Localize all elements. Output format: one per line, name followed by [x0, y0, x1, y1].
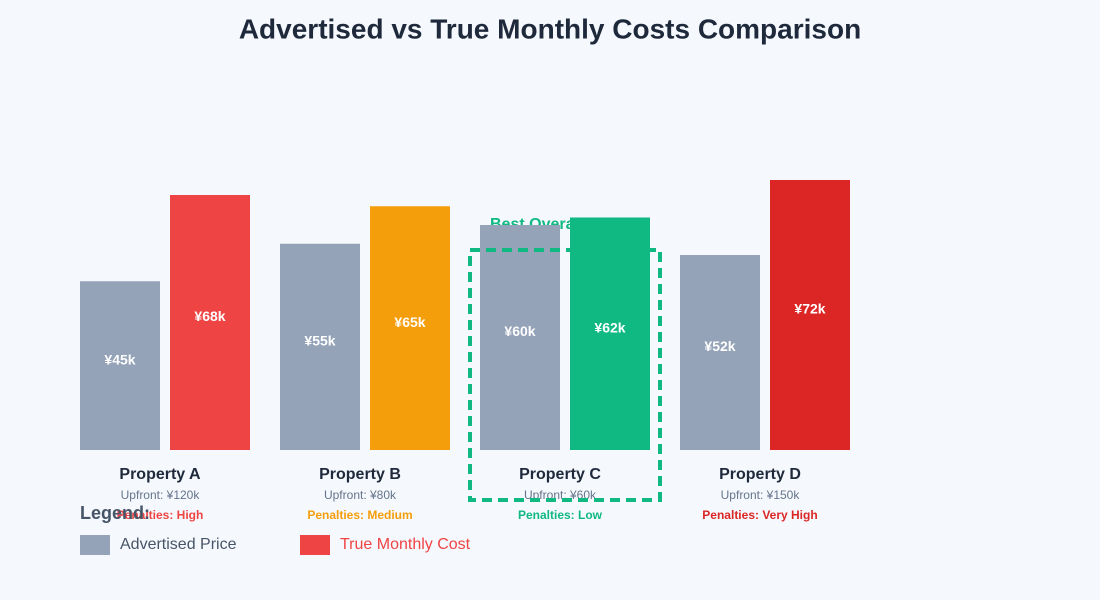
value-label: ¥60k — [504, 323, 535, 339]
upfront-label: Upfront: ¥80k — [324, 488, 397, 502]
category-label: Property D — [719, 466, 801, 483]
legend-swatch — [300, 535, 330, 555]
bar — [170, 195, 250, 450]
legend: Advertised Price True Monthly Cost — [80, 535, 471, 555]
value-label: ¥45k — [104, 351, 135, 367]
legend-label: True Monthly Cost — [340, 536, 471, 553]
bar — [370, 206, 450, 450]
legend-swatch — [80, 535, 110, 555]
value-label: ¥68k — [194, 308, 225, 324]
bar — [480, 225, 560, 450]
bar — [80, 281, 160, 450]
bar — [570, 217, 650, 450]
upfront-label: Upfront: ¥120k — [121, 488, 201, 502]
value-label: ¥55k — [304, 333, 335, 349]
legend-title: Legend: — [80, 503, 150, 523]
bar — [280, 243, 360, 450]
bars: ¥45k ¥68k Property A Upfront: ¥120k Penaltie… — [80, 180, 850, 522]
category-label: Property B — [319, 466, 401, 483]
category-label: Property A — [119, 466, 201, 483]
value-label: ¥62k — [594, 319, 625, 335]
highlight-box — [468, 248, 662, 502]
penalty-label: Penalties: High — [117, 508, 204, 522]
category-label: Property C — [519, 466, 601, 483]
penalty-label: Penalties: Low — [518, 508, 603, 522]
bar — [770, 180, 850, 450]
value-label: ¥72k — [794, 301, 825, 317]
penalty-label: Penalties: Medium — [307, 508, 412, 522]
value-label: ¥65k — [394, 314, 425, 330]
upfront-label: Upfront: ¥150k — [721, 488, 801, 502]
value-label: ¥52k — [704, 338, 735, 354]
penalty-label: Penalties: Very High — [702, 508, 817, 522]
bar — [680, 255, 760, 450]
legend-label: Advertised Price — [120, 536, 237, 553]
chart-title: Advertised vs True Monthly Costs Compari… — [239, 13, 861, 44]
